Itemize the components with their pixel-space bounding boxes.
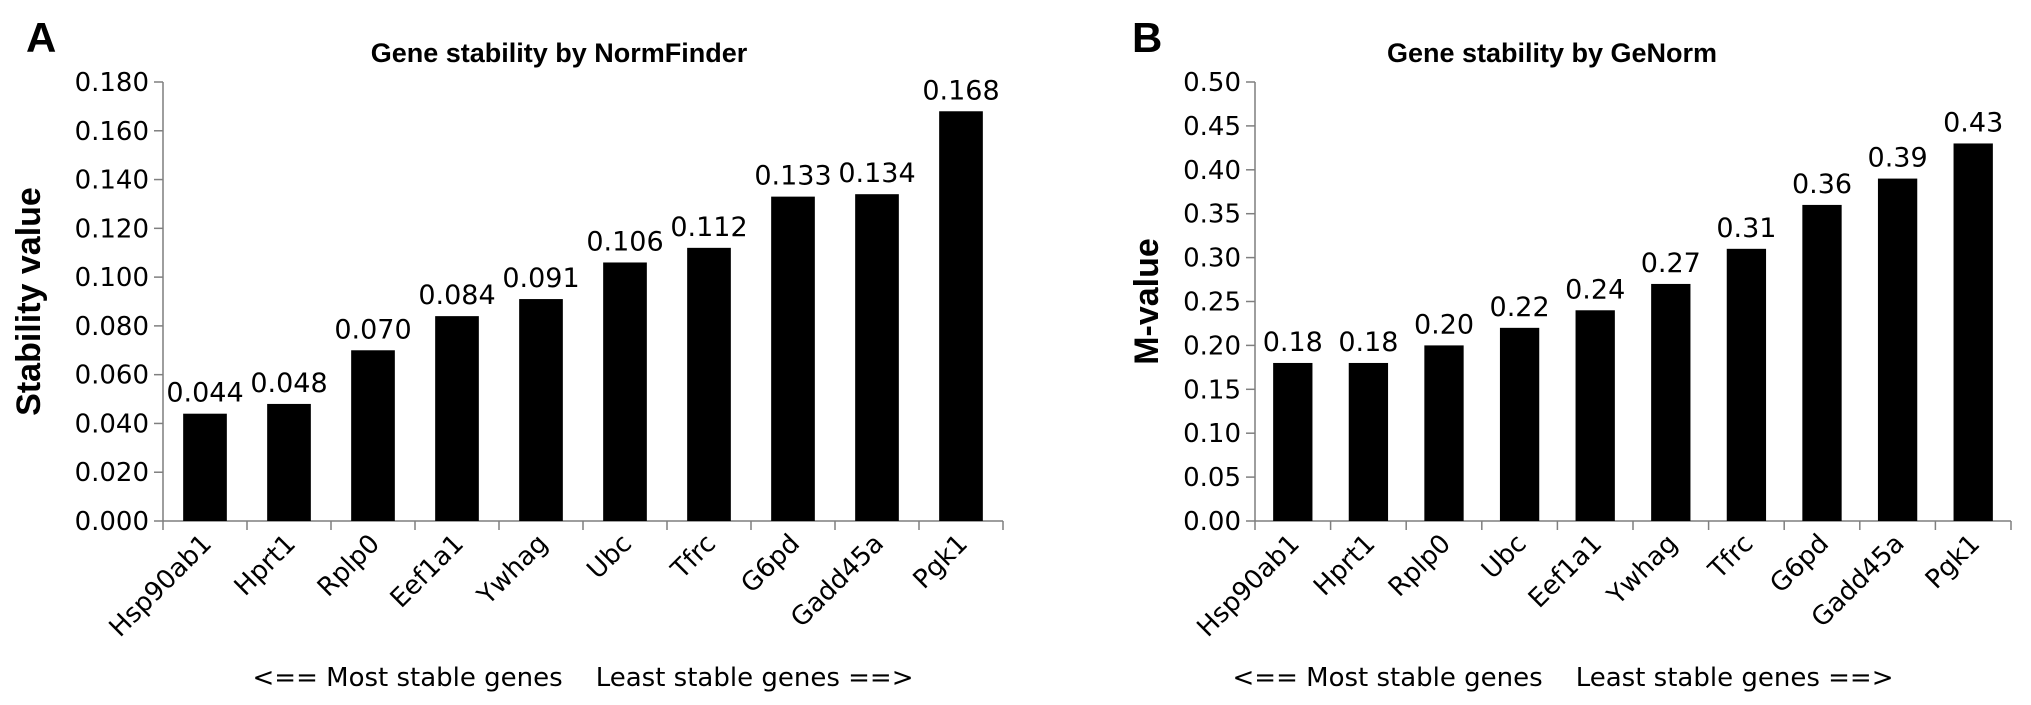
bar (603, 262, 647, 521)
data-label: 0.084 (418, 280, 495, 311)
x-category-label: Ywhag (471, 529, 554, 612)
data-label: 0.18 (1338, 327, 1398, 358)
bar-chart-svg: Stability value 0.000 0.020 0.040 0.060 0.080… (10, 68, 1004, 643)
bar (1424, 345, 1464, 521)
chart-panel-a: A Gene stability by NormFinder Stability… (0, 0, 1015, 705)
bar (687, 247, 731, 521)
data-label: 0.048 (250, 368, 327, 399)
chart-title: Gene stability by NormFinder (370, 38, 748, 68)
panel-label: A (26, 14, 57, 61)
y-tick-label: 0.45 (1183, 112, 1241, 142)
bar (1802, 204, 1842, 522)
bar (267, 403, 311, 521)
y-axis-title: M-value (1128, 238, 1166, 365)
data-label: 0.39 (1868, 143, 1928, 174)
x-category-label: Tfrc (665, 529, 722, 586)
x-category-label: Hprt1 (229, 529, 302, 602)
y-tick-label: 0.00 (1183, 507, 1241, 537)
x-category-label: Ubc (1476, 529, 1532, 585)
y-tick-label: 0.10 (1183, 419, 1241, 449)
y-tick-label: 0.020 (75, 458, 149, 488)
bar (1499, 327, 1540, 521)
chart-panel-b: B Gene stability by GeNorm M-value 0.00 0.… (1015, 0, 2031, 705)
x-axis-caption: <== Most stable genes Least stable genes… (1232, 663, 1894, 693)
y-tick-label: 0.15 (1183, 375, 1241, 405)
y-tick-label: 0.060 (75, 361, 149, 391)
bar (1953, 143, 1993, 521)
y-tick-label: 0.080 (75, 312, 149, 342)
data-label: 0.36 (1792, 169, 1852, 200)
bar (1273, 362, 1313, 521)
y-tick-label: 0.20 (1183, 331, 1241, 361)
y-tick-label: 0.40 (1183, 156, 1241, 186)
x-axis-caption: <== Most stable genes Least stable genes… (252, 663, 914, 693)
bar-chart-svg: M-value 0.00 0.05 0.10 0.15 0.20 0.25 0.30 0.35 0… (1128, 68, 2012, 643)
bar (183, 413, 227, 521)
x-category-label: Eef1a1 (385, 529, 470, 614)
bar (1877, 178, 1918, 521)
x-category-label: G6pd (735, 529, 806, 600)
x-category-label: Gadd45a (785, 529, 890, 634)
bar (1575, 310, 1615, 521)
data-label: 0.20 (1414, 309, 1474, 340)
y-tick-label: 0.180 (75, 68, 149, 98)
x-category-label: Hsp90ab1 (104, 529, 218, 643)
data-label: 0.133 (754, 161, 831, 192)
y-tick-label: 0.040 (75, 409, 149, 439)
y-tick-label: 0.100 (75, 263, 149, 293)
x-category-label: Hsp90ab1 (1191, 529, 1305, 643)
data-label: 0.070 (334, 314, 411, 345)
data-label: 0.18 (1263, 327, 1323, 358)
data-label: 0.091 (502, 263, 579, 294)
x-category-label: G6pd (1764, 529, 1835, 600)
y-tick-label: 0.05 (1183, 463, 1241, 493)
x-category-label: Hprt1 (1308, 529, 1381, 602)
panel-label: B (1132, 14, 1163, 61)
bar (1348, 362, 1389, 521)
bar (519, 299, 563, 521)
bar (855, 194, 899, 521)
x-category-label: Pgk1 (908, 529, 974, 595)
data-label: 0.112 (670, 212, 747, 243)
y-tick-label: 0.50 (1183, 68, 1241, 98)
data-label: 0.22 (1490, 292, 1550, 323)
x-category-label: Ywhag (1601, 529, 1684, 612)
data-label: 0.134 (838, 158, 915, 189)
x-category-label: Ubc (581, 529, 637, 585)
data-label: 0.43 (1943, 107, 2003, 138)
data-label: 0.24 (1565, 274, 1625, 305)
bar (939, 111, 983, 522)
bar (351, 350, 395, 521)
data-label: 0.044 (166, 378, 243, 409)
x-category-label: Rplp0 (1383, 529, 1457, 603)
data-label: 0.106 (586, 226, 663, 257)
x-category-label: Pgk1 (1920, 529, 1986, 595)
data-label: 0.31 (1716, 213, 1776, 244)
y-tick-label: 0.160 (75, 117, 149, 147)
y-tick-label: 0.120 (75, 214, 149, 244)
y-tick-label: 0.000 (75, 507, 149, 537)
chart-title: Gene stability by GeNorm (1386, 38, 1718, 68)
data-label: 0.27 (1641, 248, 1701, 279)
bar (435, 316, 479, 521)
y-tick-label: 0.140 (75, 166, 149, 196)
data-label: 0.168 (922, 75, 999, 106)
x-category-label: Tfrc (1702, 529, 1759, 586)
x-category-label: Rplp0 (312, 529, 386, 603)
y-tick-label: 0.30 (1183, 244, 1241, 274)
bar (771, 196, 815, 521)
y-axis-title: Stability value (10, 187, 48, 416)
y-tick-label: 0.25 (1183, 288, 1241, 318)
y-tick-label: 0.35 (1183, 200, 1241, 230)
x-category-label: Eef1a1 (1523, 529, 1608, 614)
bar (1726, 248, 1767, 521)
bar (1651, 283, 1691, 521)
